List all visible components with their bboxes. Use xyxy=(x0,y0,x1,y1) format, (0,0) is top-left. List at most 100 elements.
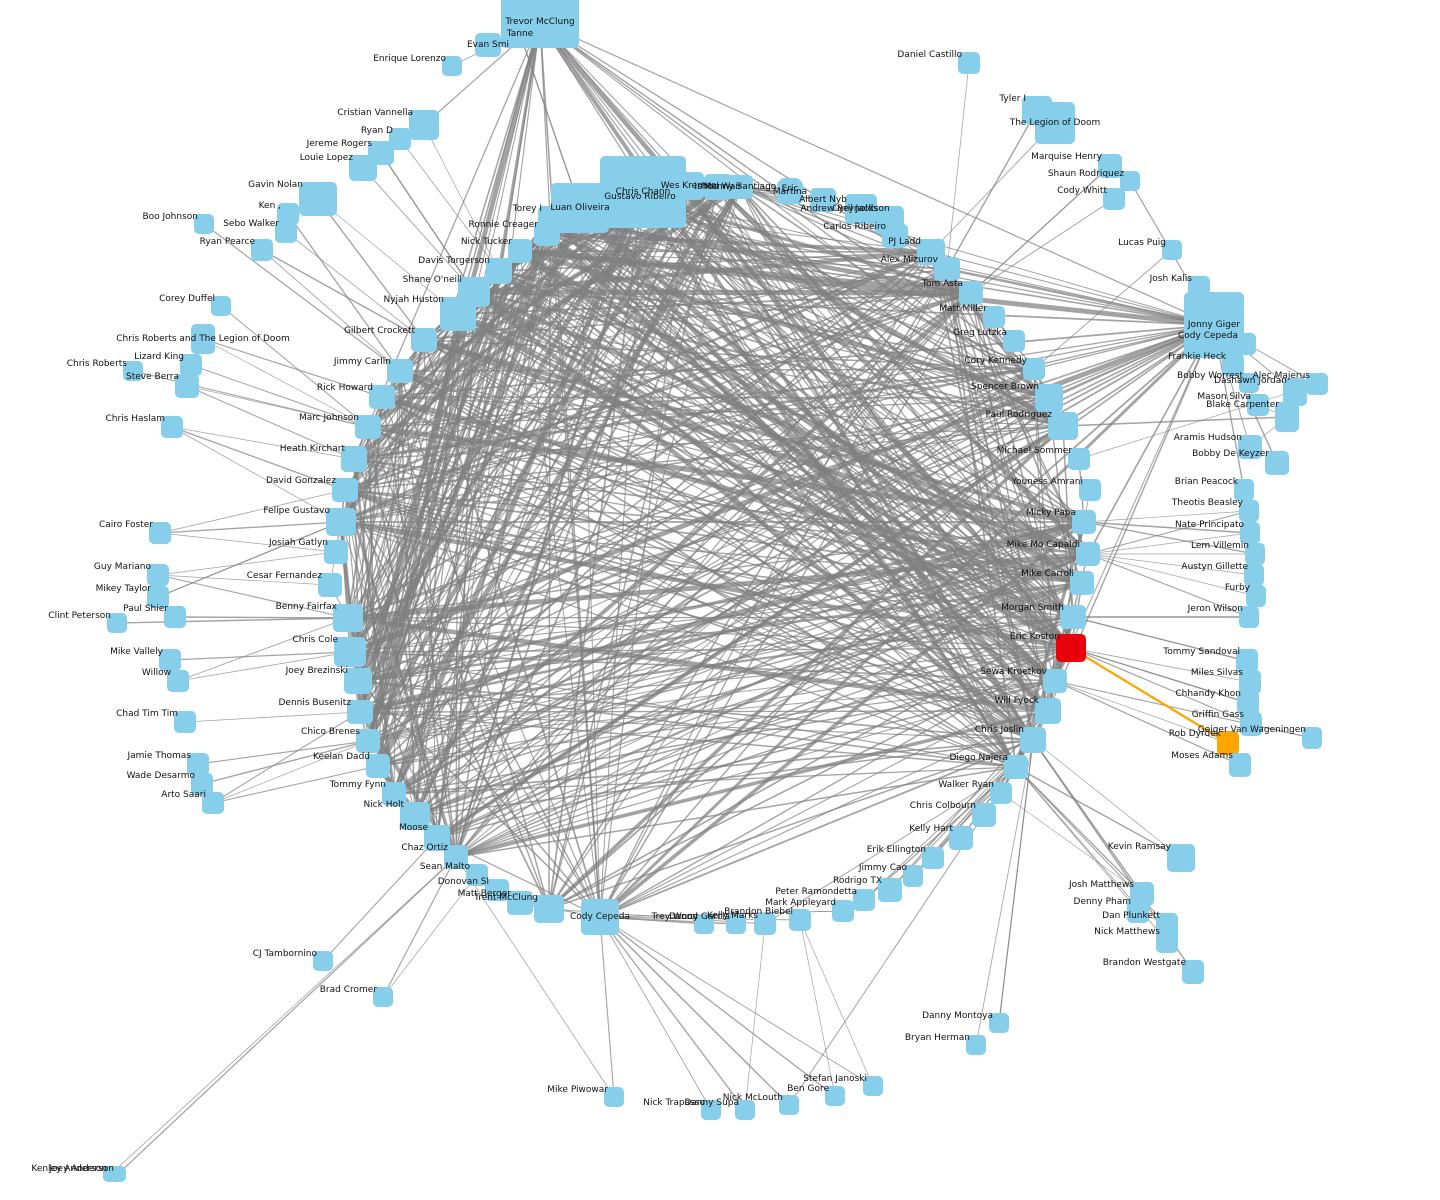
graph-node[interactable] xyxy=(191,324,215,354)
graph-node[interactable] xyxy=(147,564,169,586)
graph-node[interactable] xyxy=(1246,585,1266,607)
graph-node[interactable] xyxy=(147,586,169,608)
graph-node[interactable] xyxy=(903,865,923,887)
graph-node[interactable] xyxy=(863,1076,883,1096)
graph-node[interactable] xyxy=(123,361,143,381)
graph-node[interactable] xyxy=(1043,669,1067,693)
graph-node[interactable] xyxy=(505,21,535,47)
graph-node[interactable] xyxy=(1035,102,1075,144)
graph-node[interactable] xyxy=(1239,670,1261,694)
graph-node[interactable] xyxy=(983,306,1005,328)
graph-node[interactable] xyxy=(1237,691,1259,715)
graph-node[interactable] xyxy=(409,110,439,140)
graph-node[interactable] xyxy=(1060,605,1086,629)
graph-node[interactable] xyxy=(1076,542,1100,566)
graph-node[interactable] xyxy=(174,711,196,733)
graph-node[interactable] xyxy=(672,172,704,200)
graph-node[interactable] xyxy=(1156,929,1178,953)
graph-node[interactable] xyxy=(187,753,209,775)
graph-node[interactable] xyxy=(1244,564,1264,586)
graph-node[interactable] xyxy=(1275,402,1299,432)
graph-node[interactable] xyxy=(164,606,186,628)
graph-node[interactable] xyxy=(1240,522,1260,544)
graph-node[interactable] xyxy=(440,297,476,331)
graph-node[interactable] xyxy=(1240,712,1262,736)
graph-node[interactable] xyxy=(326,508,356,536)
graph-node[interactable] xyxy=(1072,510,1096,534)
graph-node[interactable] xyxy=(349,155,377,181)
graph-node[interactable] xyxy=(1079,479,1101,501)
graph-node[interactable] xyxy=(1239,500,1259,522)
graph-node[interactable] xyxy=(299,182,337,216)
graph-node[interactable] xyxy=(332,478,358,502)
graph-node[interactable] xyxy=(356,729,380,753)
graph-node[interactable] xyxy=(161,416,183,438)
graph-node[interactable] xyxy=(1229,753,1251,777)
graph-node[interactable] xyxy=(344,668,372,694)
graph-node[interactable] xyxy=(777,180,803,204)
graph-node[interactable] xyxy=(355,415,381,439)
graph-node[interactable] xyxy=(534,895,564,923)
graph-node[interactable] xyxy=(1127,899,1149,923)
graph-node[interactable] xyxy=(1306,373,1328,395)
graph-node[interactable] xyxy=(1056,634,1086,662)
graph-node[interactable] xyxy=(1217,731,1239,755)
graph-node[interactable] xyxy=(373,987,393,1007)
graph-node[interactable] xyxy=(1239,606,1259,628)
graph-node[interactable] xyxy=(966,1035,986,1055)
graph-node[interactable] xyxy=(1247,394,1269,416)
graph-node[interactable] xyxy=(194,214,214,234)
graph-node[interactable] xyxy=(341,446,367,472)
graph-node[interactable] xyxy=(1238,435,1262,459)
graph-node[interactable] xyxy=(581,899,619,935)
graph-node[interactable] xyxy=(832,900,854,922)
graph-node[interactable] xyxy=(318,573,342,597)
graph-node[interactable] xyxy=(1098,154,1122,178)
graph-node[interactable] xyxy=(486,258,512,284)
graph-node[interactable] xyxy=(726,914,746,934)
graph-node[interactable] xyxy=(180,354,202,376)
graph-node[interactable] xyxy=(175,374,199,398)
graph-node[interactable] xyxy=(1020,727,1046,753)
graph-node[interactable] xyxy=(347,700,373,724)
graph-node[interactable] xyxy=(366,754,390,778)
graph-node[interactable] xyxy=(694,914,714,934)
graph-node[interactable] xyxy=(466,864,488,886)
graph-node[interactable] xyxy=(1222,354,1244,376)
graph-node[interactable] xyxy=(934,257,960,281)
graph-node[interactable] xyxy=(149,522,171,544)
graph-node[interactable] xyxy=(1120,171,1140,191)
graph-node[interactable] xyxy=(110,1166,126,1182)
graph-node[interactable] xyxy=(313,951,333,971)
graph-node[interactable] xyxy=(754,913,776,935)
graph-node[interactable] xyxy=(1004,755,1028,779)
graph-node[interactable] xyxy=(1070,571,1094,595)
graph-node[interactable] xyxy=(444,845,468,869)
graph-node[interactable] xyxy=(1167,844,1195,872)
graph-node[interactable] xyxy=(1245,543,1265,565)
graph-node[interactable] xyxy=(1234,333,1256,355)
graph-node[interactable] xyxy=(882,224,908,248)
graph-node[interactable] xyxy=(825,1086,845,1106)
graph-node[interactable] xyxy=(1023,358,1045,380)
graph-node[interactable] xyxy=(1234,479,1254,501)
graph-node[interactable] xyxy=(387,359,413,383)
graph-node[interactable] xyxy=(972,803,996,827)
graph-node[interactable] xyxy=(1236,649,1258,673)
graph-node[interactable] xyxy=(277,203,299,225)
graph-node[interactable] xyxy=(1239,373,1259,393)
graph-node[interactable] xyxy=(1283,378,1307,406)
graph-node[interactable] xyxy=(324,540,348,564)
graph-node[interactable] xyxy=(167,670,189,692)
graph-node[interactable] xyxy=(442,56,462,76)
graph-node[interactable] xyxy=(949,826,973,850)
graph-node[interactable] xyxy=(1048,412,1078,440)
graph-node[interactable] xyxy=(475,33,501,57)
graph-node[interactable] xyxy=(507,891,533,915)
graph-node[interactable] xyxy=(485,879,509,901)
graph-node[interactable] xyxy=(853,889,875,911)
graph-node[interactable] xyxy=(1035,384,1063,412)
graph-node[interactable] xyxy=(191,773,213,795)
graph-node[interactable] xyxy=(845,194,877,224)
